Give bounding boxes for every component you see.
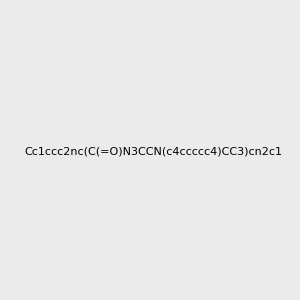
- Text: Cc1ccc2nc(C(=O)N3CCN(c4ccccc4)CC3)cn2c1: Cc1ccc2nc(C(=O)N3CCN(c4ccccc4)CC3)cn2c1: [25, 146, 283, 157]
